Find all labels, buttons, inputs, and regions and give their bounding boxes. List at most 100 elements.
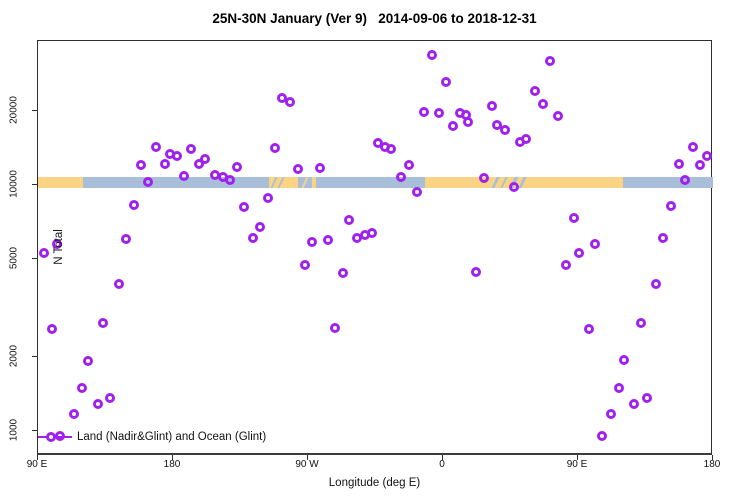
data-point	[248, 232, 259, 243]
x-tick-mark	[37, 455, 38, 460]
band-ocean-segment	[83, 177, 269, 188]
data-point	[129, 200, 139, 211]
data-point	[323, 234, 334, 245]
legend-label: Land (Nadir&Glint) and Ocean (Glint)	[77, 431, 267, 443]
data-point	[614, 382, 625, 393]
data-point	[270, 143, 280, 154]
data-point	[552, 110, 563, 121]
data-point	[194, 158, 205, 169]
data-point	[657, 232, 668, 243]
data-point	[426, 49, 437, 60]
data-point	[642, 393, 652, 404]
band-land-segment	[269, 177, 299, 188]
band-land-segment	[38, 177, 83, 188]
band-ocean-segment	[623, 177, 713, 188]
data-point	[492, 120, 502, 131]
x-tick-mark	[712, 455, 713, 460]
data-point	[521, 133, 532, 144]
data-point	[573, 248, 584, 259]
y-tick-label: 20000	[8, 96, 20, 124]
data-point	[561, 259, 571, 270]
y-tick-label: 5000	[8, 246, 20, 270]
land-ocean-band	[38, 177, 713, 188]
y-tick-label: 10000	[8, 170, 20, 198]
x-tick-label: 90 E	[566, 459, 588, 470]
data-point	[687, 141, 698, 152]
y-tick-mark	[32, 430, 37, 431]
x-tick-mark	[577, 455, 578, 460]
data-point	[179, 170, 190, 181]
data-point	[186, 144, 196, 155]
data-point	[69, 409, 79, 420]
data-point	[537, 99, 548, 110]
band-land-segment	[311, 177, 317, 188]
data-point	[366, 228, 377, 238]
data-point	[114, 278, 124, 289]
band-land-segment	[425, 177, 623, 188]
y-tick-label: 2000	[8, 344, 20, 368]
data-point	[293, 164, 304, 175]
data-point	[231, 162, 242, 173]
data-point	[306, 237, 317, 248]
data-point	[479, 172, 490, 183]
data-point	[651, 278, 661, 289]
data-point	[629, 398, 640, 409]
data-point	[77, 382, 88, 393]
data-point	[636, 317, 646, 328]
data-point	[396, 171, 406, 182]
data-point	[486, 101, 497, 112]
x-tick-mark	[307, 455, 308, 460]
data-point	[47, 323, 58, 334]
data-point	[330, 323, 340, 334]
legend-line-marker	[38, 431, 72, 442]
data-point	[105, 393, 115, 404]
y-tick-mark	[32, 109, 37, 111]
data-point	[545, 56, 556, 67]
data-point	[530, 86, 541, 97]
data-point	[462, 117, 473, 128]
data-point	[606, 409, 616, 420]
data-point	[411, 186, 422, 197]
data-point	[441, 77, 451, 88]
x-tick-label: 90 E	[26, 459, 48, 470]
data-point	[315, 163, 325, 174]
data-point	[263, 192, 274, 203]
data-point	[584, 323, 595, 334]
data-point	[447, 120, 458, 131]
data-point	[695, 159, 706, 170]
data-point	[135, 159, 146, 170]
data-point	[674, 158, 685, 169]
data-point	[471, 266, 481, 277]
data-point	[569, 213, 580, 224]
y-tick-mark	[32, 184, 37, 185]
data-point	[618, 355, 629, 366]
data-point	[200, 153, 211, 164]
chart-title: 25N-30N January (Ver 9) 2014-09-06 to 20…	[212, 11, 537, 26]
data-point	[500, 125, 511, 136]
data-point	[404, 159, 415, 170]
data-point	[39, 248, 49, 259]
y-axis-title: N Total	[53, 229, 65, 265]
y-tick-label: 1000	[8, 418, 20, 442]
data-point	[93, 398, 103, 409]
data-point	[285, 96, 295, 107]
data-point	[597, 431, 607, 442]
data-point	[386, 144, 397, 155]
data-point	[159, 158, 170, 169]
x-tick-mark	[442, 455, 443, 460]
data-point	[83, 355, 94, 366]
y-tick-mark	[32, 355, 37, 357]
x-tick-label: 180	[163, 459, 181, 470]
data-point	[344, 214, 355, 225]
data-point	[120, 234, 131, 245]
plot-area: Land (Nadir&Glint) and Ocean (Glint)	[37, 40, 713, 455]
data-point	[51, 239, 62, 250]
data-point	[150, 141, 161, 152]
x-tick-label: 180	[703, 459, 721, 470]
data-point	[239, 201, 250, 212]
data-point	[143, 176, 154, 187]
data-point	[300, 259, 310, 270]
data-point	[338, 267, 349, 278]
band-ocean-segment	[316, 177, 425, 188]
